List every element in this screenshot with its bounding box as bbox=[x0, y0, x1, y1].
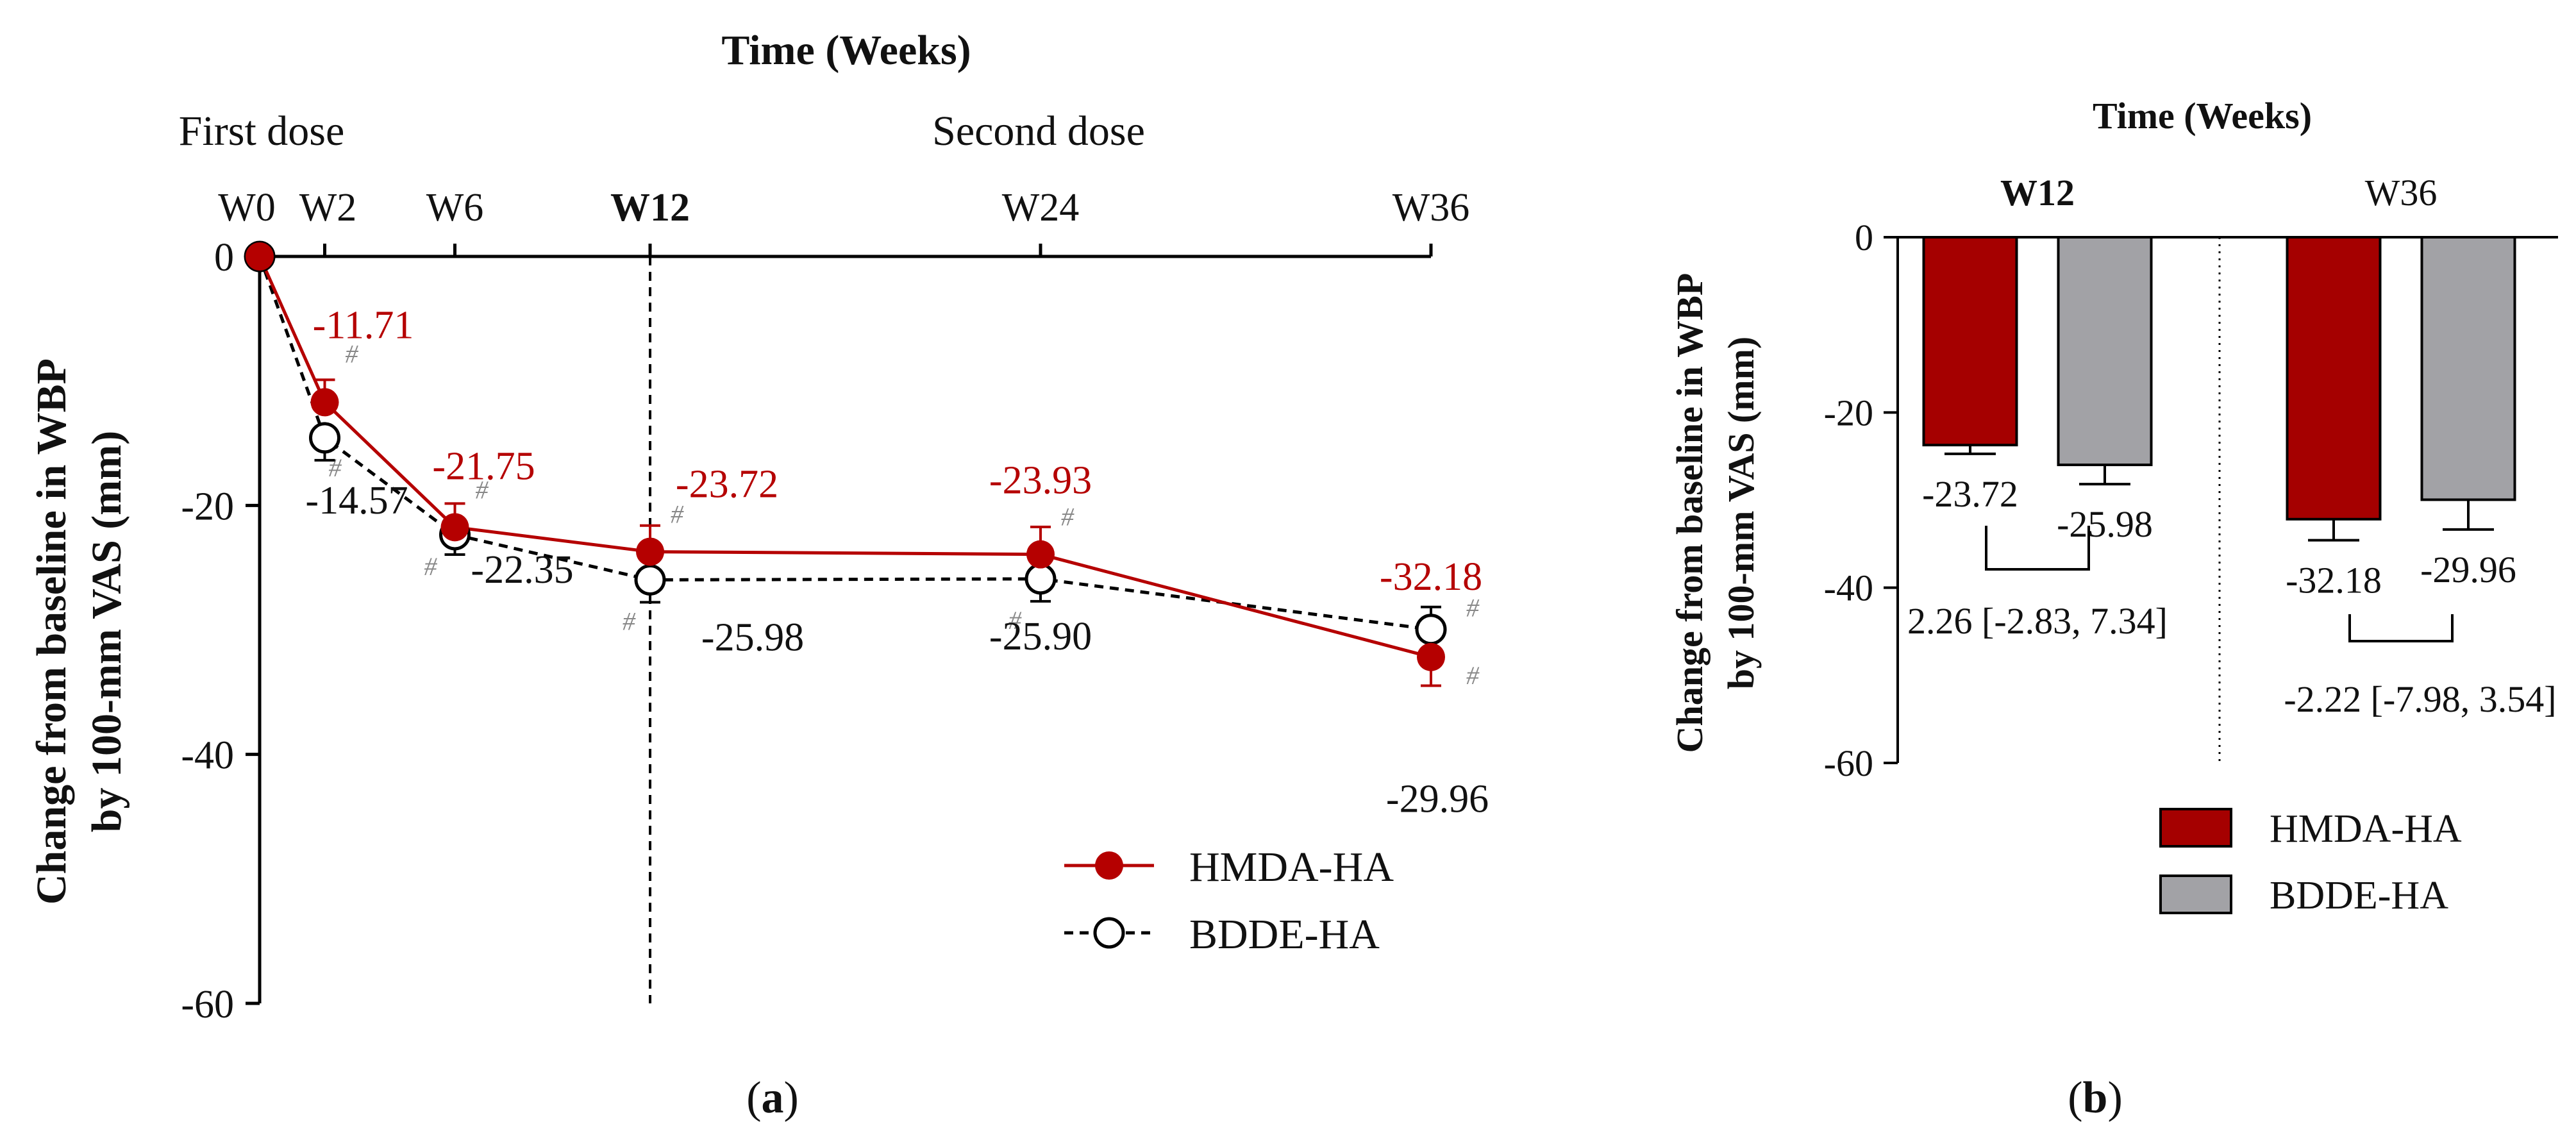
panel-b-ytick-label: -40 bbox=[1824, 567, 1873, 609]
panel-b-difference-label: 2.26 [-2.83, 7.34] bbox=[1907, 600, 2168, 642]
panel-a-ytick-label: -40 bbox=[181, 734, 234, 778]
hmda-ha-point bbox=[440, 513, 469, 542]
panel-a-xtick-label: W12 bbox=[610, 186, 690, 230]
panel-a-legend: HMDA-HA BDDE-HA bbox=[1064, 844, 1394, 958]
panel-a-second-dose-label: Second dose bbox=[932, 108, 1145, 155]
panel-b-legend: HMDA-HA BDDE-HA bbox=[2159, 807, 2462, 917]
panel-b-difference-label: -2.22 [-7.98, 3.54] bbox=[2284, 678, 2556, 720]
panel-a-ytick-label: -20 bbox=[181, 485, 234, 528]
panel-b-title: Time (Weeks) bbox=[2093, 95, 2312, 137]
panel-b-comparison-bracket bbox=[2348, 614, 2454, 642]
legend-bdde-label: BDDE-HA bbox=[1189, 911, 1380, 958]
panel-b-value-label: -25.98 bbox=[2057, 503, 2153, 545]
hmda-ha-point bbox=[1417, 642, 1445, 671]
panel-b-value-label: -29.96 bbox=[2420, 549, 2516, 590]
legend-b-bdde-swatch bbox=[2159, 874, 2232, 914]
significance-marker: # bbox=[1008, 606, 1022, 635]
bdde-ha-point bbox=[634, 564, 666, 596]
panel-a-first-dose-label: First dose bbox=[179, 108, 345, 155]
hmda-ha-value-label: -21.75 bbox=[432, 444, 535, 488]
significance-marker: # bbox=[329, 453, 342, 482]
bdde-ha-point bbox=[309, 422, 340, 454]
panel-b-ytick-label: -60 bbox=[1824, 742, 1873, 784]
significance-marker: # bbox=[1466, 594, 1480, 623]
panel-b-ytick-label: 0 bbox=[1855, 217, 1873, 258]
bdde-ha-value-label: -22.35 bbox=[471, 548, 573, 592]
panel-b-bar bbox=[2057, 236, 2153, 467]
bdde-ha-value-label: -29.96 bbox=[1386, 778, 1489, 821]
legend-hmda-marker bbox=[1095, 851, 1123, 880]
legend-b-hmda-swatch bbox=[2159, 808, 2232, 848]
hmda-ha-point bbox=[1026, 540, 1055, 569]
hmda-ha-series-line bbox=[258, 255, 1432, 659]
panel-b-comparison-bracket bbox=[1985, 526, 2090, 571]
panel-b-bar bbox=[2286, 236, 2382, 521]
panel-a-xtick-label: W36 bbox=[1393, 186, 1470, 230]
hmda-ha-value-label: -11.71 bbox=[313, 303, 414, 347]
significance-marker: # bbox=[1061, 503, 1075, 531]
legend-hmda-label: HMDA-HA bbox=[1189, 844, 1394, 891]
panel-b-ytick-label: -20 bbox=[1824, 392, 1873, 433]
panel-a-line-chart: Time (Weeks) First dose Second dose 0 -20… bbox=[28, 27, 1489, 1123]
panel-a-label: (a) bbox=[746, 1073, 799, 1123]
significance-marker: # bbox=[346, 339, 359, 368]
hmda-ha-value-label: -32.18 bbox=[1380, 555, 1482, 599]
panel-a-ytick-label: -60 bbox=[181, 983, 234, 1026]
bdde-ha-value-label: -14.57 bbox=[305, 479, 408, 523]
panel-a-ytick-label: 0 bbox=[214, 236, 234, 280]
bdde-ha-value-label: -25.98 bbox=[701, 615, 804, 659]
panel-b-y-label-line1: Change from baseline in WBP bbox=[1669, 273, 1710, 753]
panel-b-value-label: -32.18 bbox=[2286, 560, 2382, 601]
panel-a-y-label-line1: Change from baseline in WBP bbox=[28, 358, 75, 905]
significance-marker: # bbox=[424, 552, 438, 581]
panel-b-category-label: W36 bbox=[2365, 172, 2438, 213]
hmda-ha-value-label: -23.72 bbox=[676, 463, 778, 506]
panel-a-xtick-label: W6 bbox=[426, 186, 484, 230]
panel-a-xtick-label: W0 bbox=[218, 186, 276, 230]
panel-b-bar bbox=[2420, 236, 2516, 501]
significance-marker: # bbox=[1466, 661, 1480, 690]
hmda-ha-point bbox=[310, 388, 339, 417]
legend-b-bdde-label: BDDE-HA bbox=[2270, 874, 2448, 917]
hmda-ha-value-label: -23.93 bbox=[989, 459, 1092, 503]
bdde-ha-value-label: -25.90 bbox=[989, 615, 1092, 658]
panel-b-y-label-line2: by 100-mm VAS (mm) bbox=[1720, 337, 1762, 689]
significance-marker: # bbox=[476, 475, 489, 504]
panel-b-bar bbox=[1922, 236, 2018, 447]
panel-a-xtick-label: W2 bbox=[299, 186, 357, 230]
panel-a-title: Time (Weeks) bbox=[721, 27, 971, 74]
hmda-ha-point bbox=[246, 242, 274, 271]
panel-b-category-label: W12 bbox=[2000, 172, 2075, 213]
bdde-ha-point bbox=[1415, 614, 1447, 646]
panel-a-xtick-label: W24 bbox=[1002, 186, 1080, 230]
hmda-ha-point bbox=[636, 537, 664, 566]
significance-marker: # bbox=[671, 500, 684, 529]
bdde-ha-point bbox=[1025, 563, 1057, 595]
significance-marker: # bbox=[623, 607, 636, 635]
panel-b-value-label: -23.72 bbox=[1922, 473, 2018, 515]
legend-bdde-marker bbox=[1093, 917, 1125, 949]
panel-b-label: (b) bbox=[2068, 1073, 2123, 1123]
panel-a-y-label-line2: by 100-mm VAS (mm) bbox=[83, 431, 130, 832]
panel-b-bar-chart: Time (Weeks) 0 -20 -40 -60 W12 -23.72 -25.98 2… bbox=[1669, 95, 2558, 1123]
legend-b-hmda-label: HMDA-HA bbox=[2270, 807, 2462, 851]
